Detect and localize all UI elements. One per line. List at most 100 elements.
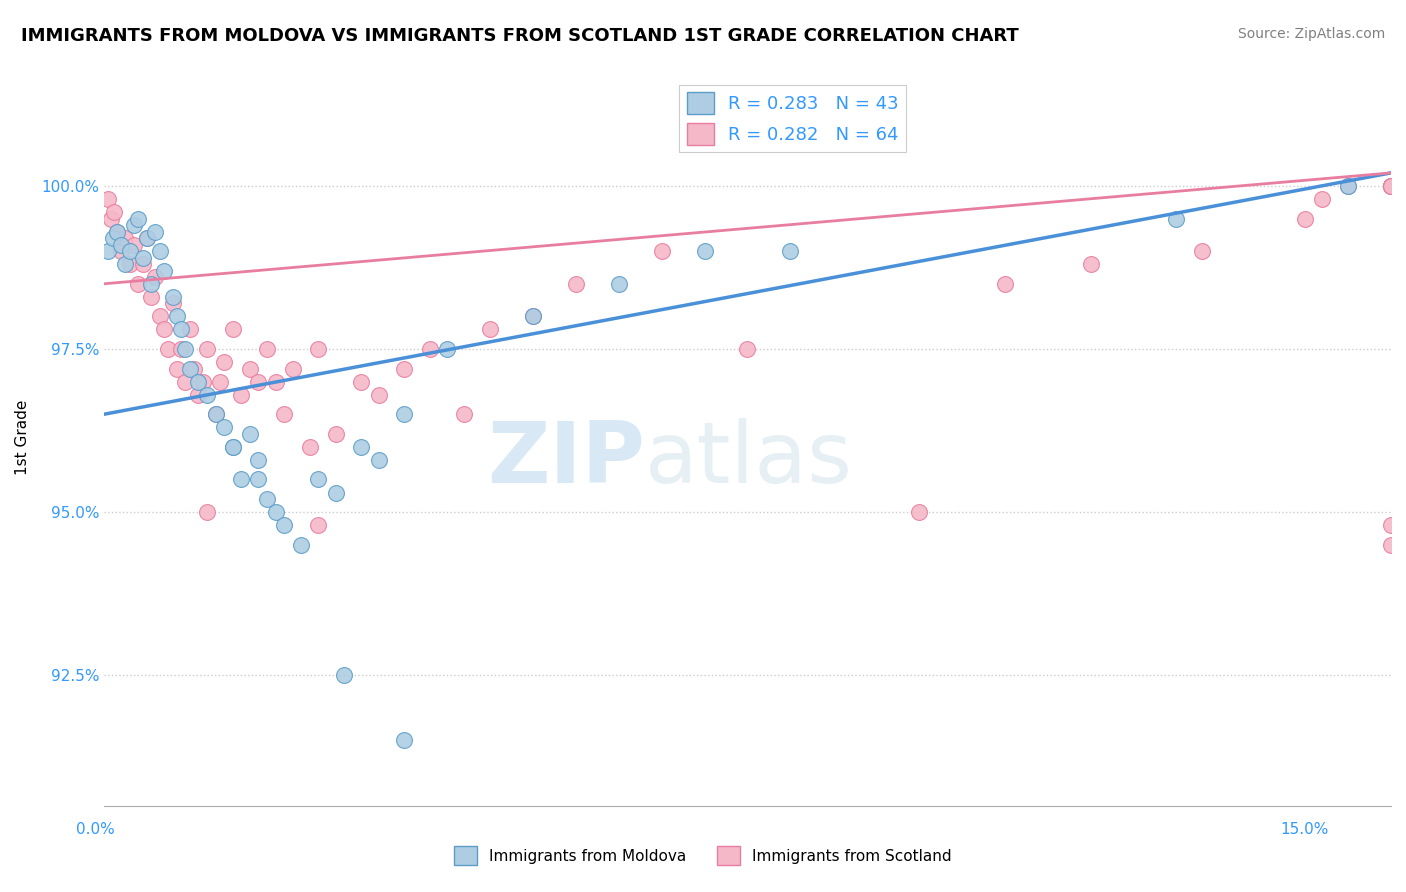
Point (394, 407, 416, 421)
Point (239, 426, 262, 441)
Legend: Immigrants from Moldova, Immigrants from Scotland: Immigrants from Moldova, Immigrants from… (449, 840, 957, 871)
Point (157, 342, 180, 356)
Point (256, 491, 278, 506)
Point (1379, 538, 1402, 552)
Text: 15.0%: 15.0% (1281, 822, 1329, 837)
Point (118, 257, 141, 271)
Point (308, 473, 330, 487)
Point (231, 387, 253, 401)
Point (221, 322, 243, 336)
Point (394, 361, 416, 376)
Point (100, 211, 122, 226)
Point (162, 296, 184, 310)
Y-axis label: 1st Grade: 1st Grade (15, 400, 30, 475)
Point (135, 231, 157, 245)
Point (1379, 178, 1402, 193)
Point (187, 387, 209, 401)
Point (1379, 178, 1402, 193)
Point (479, 322, 502, 336)
Point (1337, 178, 1360, 193)
Point (149, 310, 172, 324)
Point (333, 668, 356, 682)
Point (565, 277, 588, 291)
Point (221, 440, 243, 454)
Point (208, 375, 231, 389)
Point (212, 355, 235, 369)
Point (325, 485, 347, 500)
Point (247, 375, 270, 389)
Point (522, 310, 544, 324)
Point (97, 244, 120, 259)
Point (204, 407, 226, 421)
Point (179, 322, 201, 336)
Point (1379, 178, 1402, 193)
Point (141, 290, 163, 304)
Point (239, 361, 262, 376)
Point (264, 375, 287, 389)
Point (162, 290, 184, 304)
Point (166, 361, 188, 376)
Point (97, 192, 120, 206)
Point (273, 518, 295, 533)
Point (693, 244, 716, 259)
Point (114, 257, 136, 271)
Point (170, 342, 193, 356)
Point (367, 453, 389, 467)
Point (779, 244, 801, 259)
Point (1294, 211, 1316, 226)
Point (110, 237, 132, 252)
Point (153, 264, 176, 278)
Point (651, 244, 673, 259)
Legend: R = 0.283   N = 43, R = 0.282   N = 64: R = 0.283 N = 43, R = 0.282 N = 64 (679, 85, 905, 153)
Point (1379, 178, 1402, 193)
Point (191, 375, 214, 389)
Point (298, 440, 321, 454)
Point (350, 440, 373, 454)
Point (179, 361, 201, 376)
Point (325, 426, 347, 441)
Point (105, 225, 128, 239)
Point (264, 505, 287, 519)
Point (131, 257, 153, 271)
Point (994, 277, 1017, 291)
Point (453, 407, 475, 421)
Point (145, 225, 167, 239)
Point (141, 277, 163, 291)
Point (122, 237, 145, 252)
Point (174, 375, 197, 389)
Point (212, 420, 235, 434)
Text: Source: ZipAtlas.com: Source: ZipAtlas.com (1237, 27, 1385, 41)
Point (195, 387, 218, 401)
Text: 0.0%: 0.0% (76, 822, 115, 837)
Point (1166, 211, 1188, 226)
Point (103, 205, 125, 219)
Point (273, 407, 295, 421)
Point (247, 473, 270, 487)
Point (122, 218, 145, 232)
Point (135, 231, 157, 245)
Point (204, 407, 226, 421)
Point (101, 231, 124, 245)
Point (419, 342, 441, 356)
Point (247, 453, 270, 467)
Point (183, 361, 205, 376)
Point (308, 518, 330, 533)
Point (394, 733, 416, 747)
Point (187, 375, 209, 389)
Text: ZIP: ZIP (486, 417, 644, 500)
Point (1379, 178, 1402, 193)
Point (149, 244, 172, 259)
Point (195, 342, 218, 356)
Point (153, 322, 176, 336)
Point (231, 473, 253, 487)
Point (170, 322, 193, 336)
Point (1191, 244, 1213, 259)
Point (145, 270, 167, 285)
Point (127, 277, 149, 291)
Point (522, 310, 544, 324)
Point (290, 538, 312, 552)
Point (195, 505, 218, 519)
Text: atlas: atlas (644, 417, 852, 500)
Point (1337, 178, 1360, 193)
Point (908, 505, 931, 519)
